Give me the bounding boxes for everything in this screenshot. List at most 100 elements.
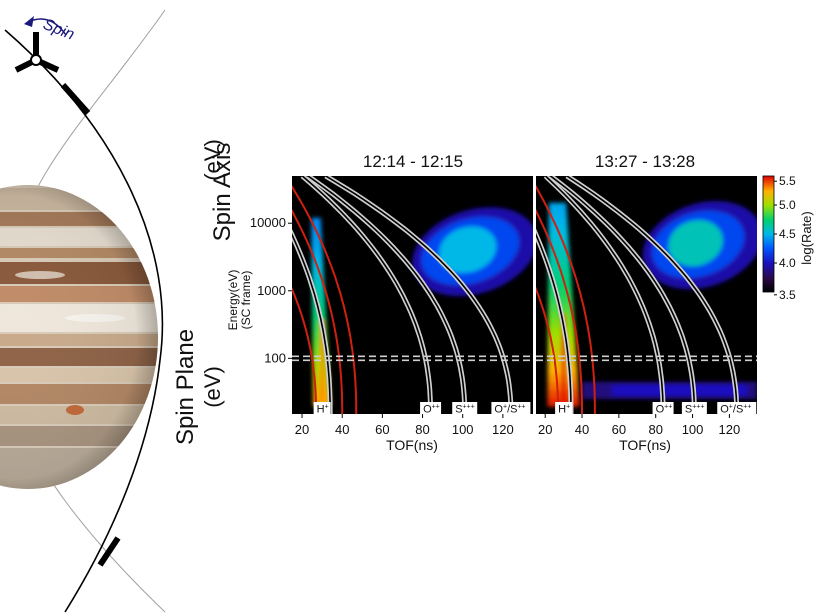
heatmap-cell [311, 239, 323, 248]
panel-2-xlabel: TOF(ns) [619, 437, 671, 453]
panel-2-species-labels: H+ O++ S+++ O+/S++ [555, 402, 757, 416]
panel-2-heatmap [547, 201, 757, 407]
x-tick-label: 100 [452, 422, 474, 437]
heatmap-cell [439, 226, 497, 273]
x-tick-label: 40 [575, 422, 589, 437]
heatmap-cell [311, 253, 323, 263]
x-tick-label: 80 [648, 422, 662, 437]
heatmap-cell [548, 288, 573, 298]
colorbar-tick-label: 3.5 [779, 288, 796, 302]
heatmap-cell [548, 234, 569, 243]
heatmap-cell [668, 220, 723, 267]
heatmap-cell [312, 326, 327, 335]
tof-track-proton [292, 286, 318, 414]
colorbar-tick-label: 5.5 [779, 174, 796, 188]
spacecraft-orbit-arc [4, 29, 164, 613]
colorbar: 3.5 4.0 4.5 5.0 5.5 log(Rate) [762, 174, 814, 302]
panel-1-ylabel: Energy(eV) [226, 270, 240, 331]
species-label-box [491, 402, 531, 414]
panel-2-tracks [536, 176, 757, 414]
heatmap-cell [548, 202, 567, 212]
tof-track-core [544, 176, 664, 414]
orbit-tick-upper [60, 83, 91, 115]
heatmap-feature [642, 201, 757, 290]
heatmap-cell [548, 210, 567, 220]
tof-track-core [292, 232, 331, 414]
tof-track-proton [292, 208, 344, 414]
species-label-text: O++ [656, 404, 673, 416]
species-label-text: H+ [558, 404, 570, 416]
panel-1-title: 12:14 - 12:15 [363, 152, 463, 171]
panel-1-y-ticks: 100 1000 10000 [250, 215, 292, 365]
tof-track-core [550, 176, 696, 414]
panel-1-ylabel-sub: (SC frame) [239, 271, 253, 330]
x-tick-label: 40 [335, 422, 349, 437]
x-tick-label: 20 [295, 422, 309, 437]
heatmap-cell [547, 335, 576, 345]
species-label-text: S+++ [685, 404, 705, 416]
colorbar-tick-label: 4.0 [779, 256, 796, 270]
species-label-box [717, 402, 757, 414]
colorbar-gradient [762, 175, 775, 293]
tof-track-core [307, 176, 466, 414]
heatmap-cell [547, 327, 575, 337]
orbit-tick-lower [97, 536, 121, 567]
colorbar-tick-label: 5.0 [779, 198, 796, 212]
x-tick-label: 80 [415, 422, 429, 437]
species-label: O+/S++ [491, 402, 531, 416]
species-label-box [681, 402, 707, 414]
heatmap-cell [548, 257, 571, 267]
panel-2-x-ticks: 20 40 60 80 100 120 [538, 414, 740, 437]
heatmap-cell [312, 340, 328, 349]
species-label-text: H+ [317, 404, 329, 416]
panel-2: 13:27 - 13:28 H+ O++ S+++ O+/S++ 20 40 60 80 10… [536, 152, 757, 453]
x-tick-label: 60 [375, 422, 389, 437]
x-tick-label: 60 [612, 422, 626, 437]
tof-track-core [301, 176, 432, 414]
heatmap-cell [311, 282, 325, 292]
y-tick-label: 1000 [257, 283, 286, 298]
species-label-text: O+/S++ [494, 404, 525, 416]
panel-1-species-labels: H+ O++ S+++ O+/S++ [313, 402, 531, 416]
colorbar-tick-label: 4.5 [779, 227, 796, 241]
species-label-text: O+/S++ [720, 404, 751, 416]
panel-2-title: 13:27 - 13:28 [595, 152, 695, 171]
heatmap-cell [311, 275, 325, 284]
colorbar-label: log(Rate) [799, 211, 814, 264]
tof-track-core [325, 176, 512, 414]
spin-arrowhead-icon [24, 16, 34, 27]
heatmap-cell [312, 333, 328, 342]
heatmap-cell [311, 246, 323, 255]
spin-axis-unit: (eV) [200, 139, 225, 181]
species-label-box [420, 402, 442, 414]
heatmap-cell [548, 273, 572, 282]
y-tick-label: 100 [264, 350, 286, 365]
species-label-text: O++ [423, 404, 440, 416]
tof-track-proton [536, 184, 596, 414]
panel-1: 12:14 - 12:15 H+ O++ S+++ O+/S++ 20 40 60 80 10… [226, 152, 533, 453]
panel-1-xlabel: TOF(ns) [386, 437, 438, 453]
spin-plane-unit: (eV) [200, 366, 225, 408]
x-tick-label: 120 [492, 422, 514, 437]
species-label: O+/S++ [717, 402, 757, 416]
heatmap-cell [612, 384, 747, 397]
heatmap-cell [312, 290, 325, 299]
spin-axis-label: Spin Axis [209, 143, 236, 242]
tof-track-core [566, 176, 738, 414]
x-tick-label: 20 [538, 422, 552, 437]
species-label-box [555, 402, 573, 414]
heatmap-cell [548, 280, 572, 290]
tof-track-proton [292, 185, 358, 414]
species-label-text: S+++ [455, 404, 475, 416]
jupiter-image [0, 185, 158, 489]
heatmap-cell [548, 218, 568, 228]
tof-track-proton [536, 208, 583, 414]
tof-track-core [536, 232, 572, 414]
x-tick-label: 120 [719, 422, 741, 437]
heatmap-cell [311, 217, 321, 227]
heatmap-cell [548, 241, 570, 251]
panel-1-tracks [292, 176, 533, 414]
x-tick-label: 100 [682, 422, 704, 437]
heatmap-feature [582, 381, 757, 400]
species-label: S+++ [681, 402, 707, 416]
